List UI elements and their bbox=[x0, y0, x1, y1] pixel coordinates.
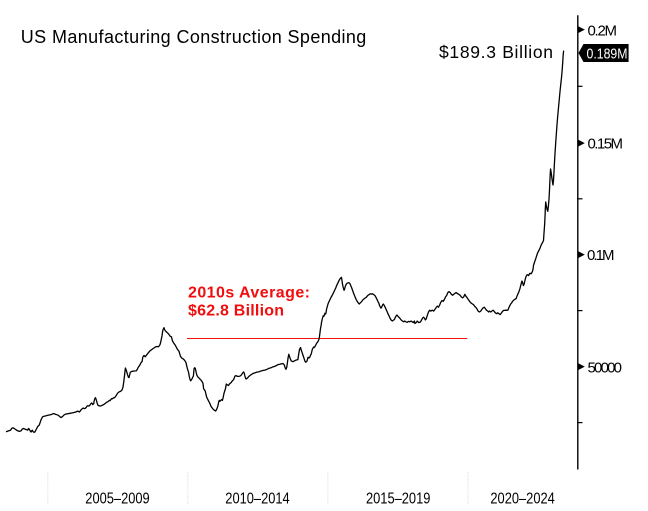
svg-text:0.2M: 0.2M bbox=[588, 22, 618, 39]
svg-text:$62.8 Billion: $62.8 Billion bbox=[188, 303, 284, 320]
svg-text:0.189M: 0.189M bbox=[587, 45, 628, 62]
svg-text:2005–2009: 2005–2009 bbox=[85, 490, 149, 507]
svg-text:$189.3 Billion: $189.3 Billion bbox=[439, 42, 553, 62]
svg-text:0.1M: 0.1M bbox=[587, 247, 615, 264]
svg-text:2010s Average:: 2010s Average: bbox=[188, 285, 310, 302]
svg-text:50000: 50000 bbox=[588, 360, 623, 377]
svg-text:2020–2024: 2020–2024 bbox=[490, 490, 554, 507]
svg-text:US Manufacturing Construction: US Manufacturing Construction Spending bbox=[21, 27, 367, 47]
svg-text:0.15M: 0.15M bbox=[588, 136, 624, 153]
svg-text:2010–2014: 2010–2014 bbox=[225, 490, 289, 507]
svg-text:2015–2019: 2015–2019 bbox=[366, 490, 430, 507]
